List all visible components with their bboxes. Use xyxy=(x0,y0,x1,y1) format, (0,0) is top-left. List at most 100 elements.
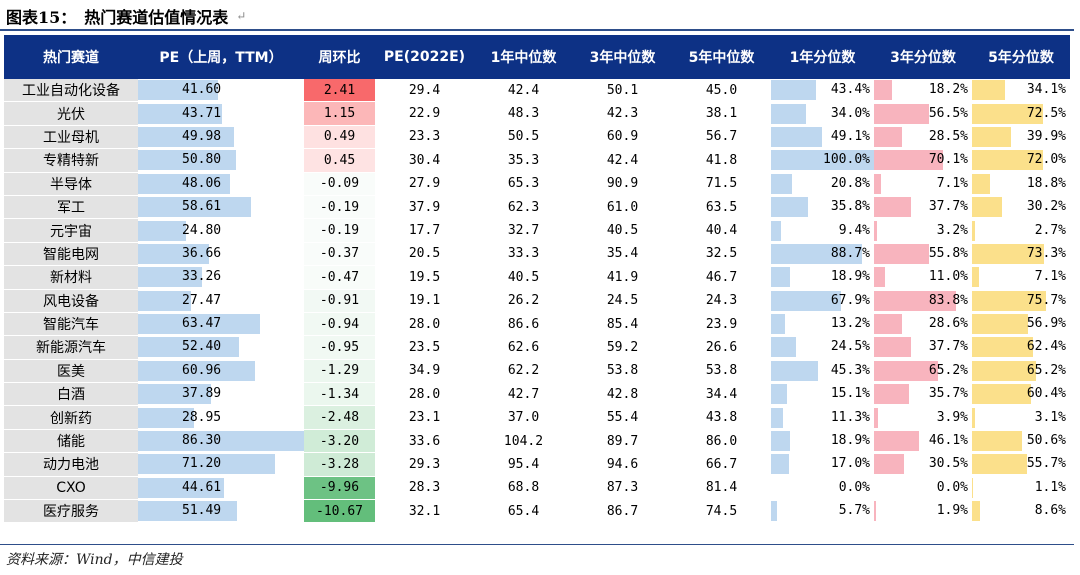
pe-value: 52.40 xyxy=(182,339,222,355)
p1-percentile-bar xyxy=(771,407,783,428)
pe-ttm-cell: 44.61 xyxy=(138,476,304,501)
pe-bar-wrap: 51.49 xyxy=(138,500,304,522)
sector-name-cell: 创新药 xyxy=(4,405,138,430)
pe-bar xyxy=(138,454,275,475)
pe-value: 37.89 xyxy=(182,386,222,402)
p1-bar-wrap: 5.7% xyxy=(771,500,874,522)
p3-percentile-bar xyxy=(874,314,903,335)
p1-percentile-bar xyxy=(771,243,863,264)
m1-cell: 35.3 xyxy=(474,148,573,173)
p5-value: 3.1% xyxy=(1034,409,1066,425)
p5-bar-wrap: 62.4% xyxy=(972,336,1070,358)
pe-ttm-cell: 71.20 xyxy=(138,452,304,477)
p1-percentile-cell: 45.3% xyxy=(771,359,874,384)
pe-value: 49.98 xyxy=(182,128,222,144)
header-cell: 5年分位数 xyxy=(972,35,1070,79)
m5-cell: 43.8 xyxy=(672,405,771,430)
p3-value: 55.8% xyxy=(928,245,968,261)
p5-value: 30.2% xyxy=(1026,199,1066,215)
p5-percentile-cell: 60.4% xyxy=(972,382,1070,407)
m1-cell: 42.7 xyxy=(474,382,573,407)
m5-cell: 53.8 xyxy=(672,359,771,384)
p5-percentile-bar xyxy=(972,501,981,522)
sector-name-cell: 智能汽车 xyxy=(4,312,138,337)
m1-cell: 50.5 xyxy=(474,125,573,150)
p3-bar-wrap: 37.7% xyxy=(874,196,972,218)
pe-ttm-cell: 49.98 xyxy=(138,125,304,150)
p1-value: 49.1% xyxy=(830,128,870,144)
p3-percentile-cell: 83.8% xyxy=(874,289,972,313)
p3-value: 3.9% xyxy=(936,409,968,425)
p5-bar-wrap: 65.2% xyxy=(972,360,1070,382)
p3-value: 28.6% xyxy=(928,316,968,332)
p5-value: 50.6% xyxy=(1026,433,1066,449)
m3-cell: 42.4 xyxy=(573,148,672,173)
pe-value: 27.47 xyxy=(182,292,222,308)
p3-percentile-cell: 46.1% xyxy=(874,429,972,454)
p5-percentile-cell: 8.6% xyxy=(972,499,1070,524)
pe22-cell: 23.3 xyxy=(375,125,474,150)
pe-bar xyxy=(138,337,239,358)
m3-cell: 60.9 xyxy=(573,125,672,150)
p5-percentile-cell: 1.1% xyxy=(972,476,1070,501)
p5-percentile-bar xyxy=(972,126,1012,147)
p1-value: 9.4% xyxy=(838,222,870,238)
pe-bar xyxy=(138,126,235,147)
p3-percentile-cell: 70.1% xyxy=(874,148,972,173)
p3-value: 83.8% xyxy=(928,292,968,308)
p5-bar-wrap: 7.1% xyxy=(972,266,1070,288)
p1-bar-wrap: 34.0% xyxy=(771,103,874,125)
pe-value: 86.30 xyxy=(182,433,222,449)
pe22-cell: 23.1 xyxy=(375,405,474,430)
p5-percentile-cell: 3.1% xyxy=(972,405,1070,430)
p3-percentile-bar xyxy=(874,150,943,171)
m3-cell: 40.5 xyxy=(573,218,672,243)
m5-cell: 41.8 xyxy=(672,148,771,173)
m1-cell: 65.4 xyxy=(474,499,573,524)
m5-cell: 32.5 xyxy=(672,242,771,267)
m3-cell: 61.0 xyxy=(573,195,672,220)
p3-percentile-bar xyxy=(874,220,878,241)
header-cell: 热门赛道 xyxy=(4,35,138,79)
p5-percentile-cell: 56.9% xyxy=(972,312,1070,337)
p5-percentile-cell: 72.5% xyxy=(972,101,1070,126)
pe22-cell: 28.0 xyxy=(375,382,474,407)
m3-cell: 55.4 xyxy=(573,405,672,430)
p3-value: 56.5% xyxy=(928,105,968,121)
pe-bar-wrap: 37.89 xyxy=(138,383,304,405)
pe-bar-wrap: 48.06 xyxy=(138,173,304,195)
p3-percentile-cell: 3.2% xyxy=(874,218,972,243)
p1-bar-wrap: 67.9% xyxy=(771,290,874,312)
pe22-cell: 37.9 xyxy=(375,195,474,220)
m5-cell: 81.4 xyxy=(672,476,771,501)
pe-bar xyxy=(138,267,202,288)
p3-bar-wrap: 65.2% xyxy=(874,360,972,382)
pe-bar-wrap: 63.47 xyxy=(138,313,304,335)
table-row: 智能汽车 63.47 -0.94 28.0 86.6 85.4 23.9 13.2% 28.6%… xyxy=(4,312,1070,337)
pe-bar-wrap: 71.20 xyxy=(138,453,304,475)
p1-bar-wrap: 18.9% xyxy=(771,430,874,452)
p1-bar-wrap: 9.4% xyxy=(771,220,874,242)
p3-value: 70.1% xyxy=(928,152,968,168)
m1-cell: 40.5 xyxy=(474,265,573,290)
p5-percentile-bar xyxy=(972,477,974,498)
p5-percentile-cell: 72.0% xyxy=(972,148,1070,173)
m5-cell: 24.3 xyxy=(672,289,771,313)
pe-value: 36.66 xyxy=(182,245,222,261)
p1-percentile-bar xyxy=(771,103,807,124)
p3-bar-wrap: 37.7% xyxy=(874,336,972,358)
p3-value: 35.7% xyxy=(928,386,968,402)
source-note: 资料来源：Wind，中信建投 xyxy=(6,552,183,568)
sector-name-cell: 医疗服务 xyxy=(4,499,138,524)
p5-value: 72.5% xyxy=(1026,105,1066,121)
pe-bar-wrap: 52.40 xyxy=(138,336,304,358)
m5-cell: 56.7 xyxy=(672,125,771,150)
pe-ttm-cell: 37.89 xyxy=(138,382,304,407)
m5-cell: 74.5 xyxy=(672,499,771,524)
pe-bar-wrap: 43.71 xyxy=(138,103,304,125)
p3-bar-wrap: 83.8% xyxy=(874,290,972,312)
header-cell: 3年分位数 xyxy=(874,35,972,79)
p1-bar-wrap: 17.0% xyxy=(771,453,874,475)
p3-bar-wrap: 28.5% xyxy=(874,126,972,148)
p5-bar-wrap: 3.1% xyxy=(972,407,1070,429)
